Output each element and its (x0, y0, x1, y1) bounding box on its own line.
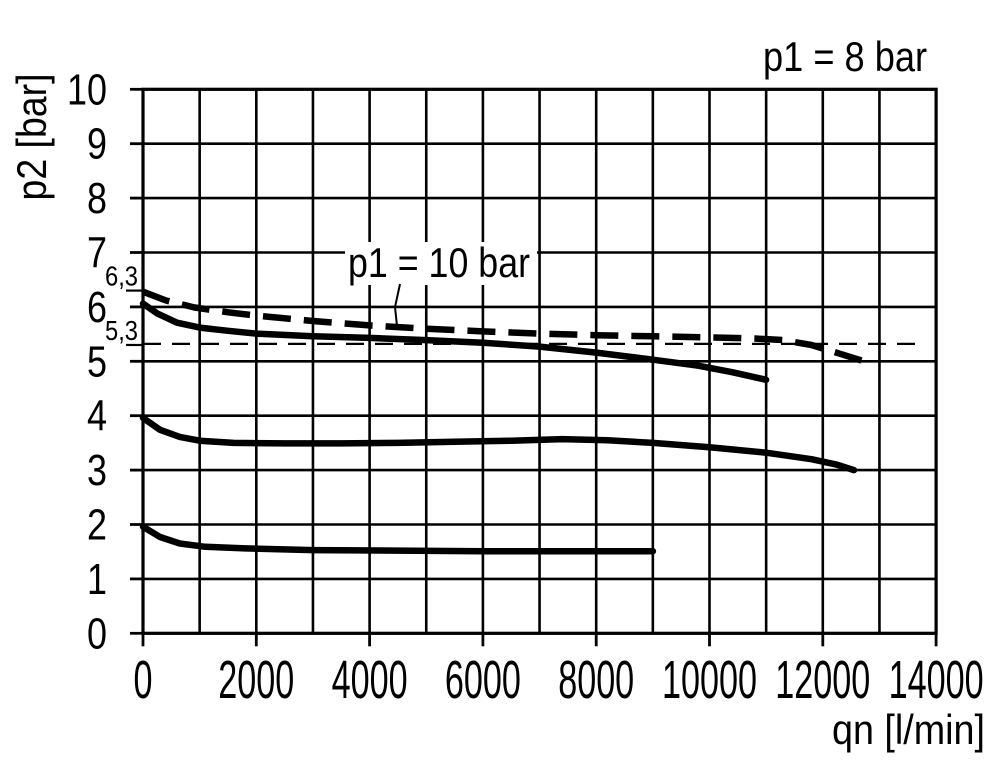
y-tick-label: 6 (87, 283, 107, 332)
y-tick-label: 10 (67, 65, 107, 114)
x-tick-label: 12000 (775, 650, 870, 710)
curve-p1-8-bar-middle-curve-4-bar-setting (139, 414, 858, 474)
y-tick-label: 8 (87, 174, 107, 223)
y-marker-label: 5,3 (105, 315, 138, 346)
annotation-backdrop (345, 242, 537, 285)
annotation-p1-10bar-label: p1 = 10 bar (348, 239, 530, 286)
y-tick-label: 3 (87, 446, 107, 495)
tick-label-layer: 0 2000 4000 6000 8000 10000 12000 1400001234567… (67, 65, 984, 710)
y-tick-label: 5 (87, 337, 107, 386)
y-marker-layer: 6,3 5,3 (105, 261, 142, 347)
series-layer (139, 288, 922, 555)
x-tick-label: 10000 (662, 650, 757, 710)
x-tick-label: 14000 (889, 650, 984, 710)
curve-p1-10-bar (141, 288, 864, 364)
y-marker-label: 6,3 (105, 261, 138, 292)
annotation-leader-line (393, 283, 401, 327)
x-tick-label: 2000 (218, 650, 294, 710)
x-tick-label: 6000 (445, 650, 521, 710)
y-tick-label: 0 (87, 609, 107, 658)
tick-layer (130, 87, 938, 647)
y-tick-label: 1 (87, 555, 107, 604)
y-tick-label: 4 (87, 392, 107, 441)
x-axis-title: qn [l/min] (832, 706, 985, 753)
y-axis-title: p2 [bar] (8, 74, 55, 201)
x-tick-label: 8000 (558, 650, 634, 710)
curve-p1-8-bar-lower-curve-2-bar-setting (139, 523, 657, 555)
y-tick-label: 2 (87, 501, 107, 550)
chart-title-p1-8bar: p1 = 8 bar (763, 33, 927, 80)
x-tick-label: 0 (134, 650, 153, 710)
y-tick-label: 7 (87, 229, 107, 278)
curve-p1-8-bar-upper-curve-6-3-bar-setting (139, 300, 770, 384)
y-tick-label: 9 (87, 120, 107, 169)
x-tick-label: 4000 (332, 650, 408, 710)
